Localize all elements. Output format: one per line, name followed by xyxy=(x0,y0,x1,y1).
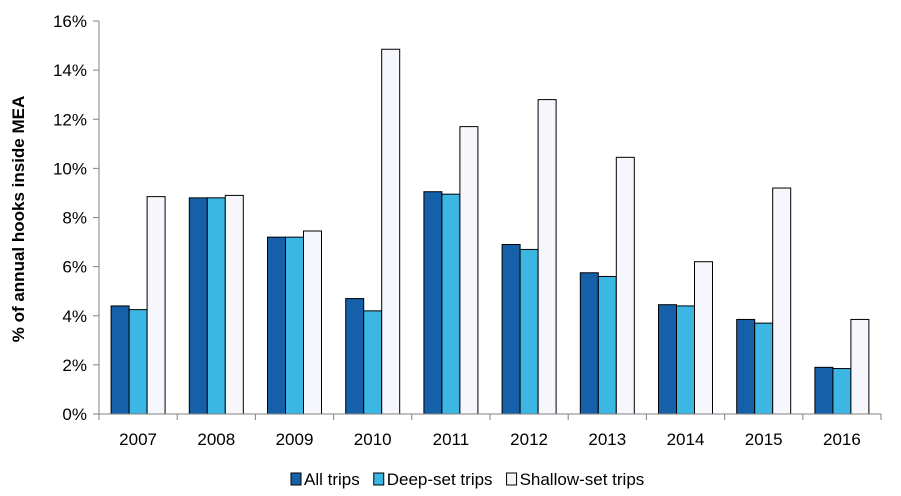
legend-label-all-trips: All trips xyxy=(304,470,360,489)
bar-deep-set-trips-2014 xyxy=(676,305,695,415)
y-axis-title: % of annual hooks inside MEA xyxy=(9,96,28,343)
x-tick-label: 2016 xyxy=(823,430,861,449)
bar-deep-set-trips-2016 xyxy=(832,368,852,415)
y-tick-label: 14% xyxy=(53,61,87,80)
x-tick-label: 2015 xyxy=(745,430,783,449)
bar-all-trips-2010 xyxy=(345,298,365,415)
legend-label-shallow-set-trips: Shallow-set trips xyxy=(520,470,645,489)
bar-deep-set-trips-2012 xyxy=(519,248,539,415)
bar-deep-set-trips-2008 xyxy=(206,197,226,415)
bar-deep-set-trips-2011 xyxy=(441,193,461,415)
y-tick-label: 8% xyxy=(62,209,87,228)
x-tick-label: 2008 xyxy=(197,430,235,449)
y-tick-label: 4% xyxy=(62,307,87,326)
legend-swatch-shallow-set-trips xyxy=(506,472,518,486)
bar-shallow-set-trips-2013 xyxy=(615,156,635,415)
bar-shallow-set-trips-2010 xyxy=(381,48,401,415)
bar-shallow-set-trips-2012 xyxy=(537,99,557,415)
x-tick-label: 2014 xyxy=(667,430,705,449)
bar-deep-set-trips-2013 xyxy=(597,275,617,415)
bar-all-trips-2015 xyxy=(736,318,756,415)
bar-shallow-set-trips-2011 xyxy=(459,126,479,415)
x-tick-label: 2009 xyxy=(276,430,314,449)
x-tick-label: 2007 xyxy=(119,430,157,449)
bar-all-trips-2013 xyxy=(579,272,599,415)
bar-deep-set-trips-2015 xyxy=(754,322,774,415)
bar-shallow-set-trips-2009 xyxy=(303,230,322,415)
y-tick-label: 2% xyxy=(62,356,87,375)
x-tick-label: 2010 xyxy=(354,430,392,449)
y-tick-label: 10% xyxy=(53,159,87,178)
bar-deep-set-trips-2009 xyxy=(285,236,304,415)
legend-swatch-all-trips xyxy=(290,472,302,486)
bar-shallow-set-trips-2007 xyxy=(146,196,166,415)
bar-shallow-set-trips-2015 xyxy=(772,187,792,415)
bar-all-trips-2011 xyxy=(423,191,443,415)
legend-swatch-deep-set-trips xyxy=(373,472,385,486)
bar-shallow-set-trips-2016 xyxy=(850,318,870,415)
bar-all-trips-2008 xyxy=(188,197,208,415)
bar-all-trips-2007 xyxy=(110,305,130,415)
y-tick-label: 0% xyxy=(62,405,87,424)
bar-all-trips-2014 xyxy=(658,304,677,415)
bar-all-trips-2012 xyxy=(501,244,521,415)
y-tick-label: 6% xyxy=(62,258,87,277)
bar-all-trips-2016 xyxy=(814,366,834,415)
bar-shallow-set-trips-2008 xyxy=(224,194,244,415)
x-tick-label: 2011 xyxy=(433,430,470,449)
y-tick-label: 16% xyxy=(53,12,87,31)
legend-label-deep-set-trips: Deep-set trips xyxy=(387,470,493,489)
bar-shallow-set-trips-2014 xyxy=(694,261,713,415)
bar-deep-set-trips-2010 xyxy=(363,310,383,415)
y-tick-label: 12% xyxy=(53,110,87,129)
bar-deep-set-trips-2007 xyxy=(128,309,148,415)
bar-all-trips-2009 xyxy=(267,236,286,415)
x-tick-label: 2013 xyxy=(588,430,626,449)
x-tick-label: 2012 xyxy=(510,430,548,449)
